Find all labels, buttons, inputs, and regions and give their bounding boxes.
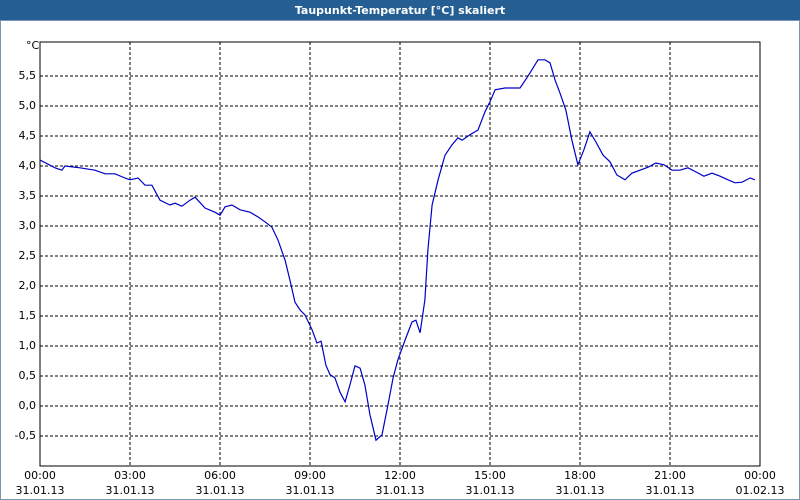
y-tick-label: 1,0 [19,339,37,352]
plot-border [39,41,761,467]
x-tick-date: 31.01.13 [466,484,515,497]
x-tick-date: 31.01.13 [106,484,155,497]
chart-title: Taupunkt-Temperatur [°C] skaliert [295,4,505,17]
x-tick-date: 31.01.13 [376,484,425,497]
y-tick-label: 0,0 [19,399,37,412]
y-tick-label: 5,0 [19,99,37,112]
y-unit: °C [26,39,40,52]
x-tick-date: 31.01.13 [556,484,605,497]
x-tick-date: 31.01.13 [16,484,65,497]
y-tick-label: 1,5 [19,309,37,322]
x-tick-date: 31.01.13 [196,484,245,497]
x-tick-label: 00:00 [24,469,56,482]
data-line [39,59,756,442]
x-tick-label: 21:00 [654,469,686,482]
x-tick-label: 09:00 [294,469,326,482]
x-tick-date: 01.02.13 [736,484,785,497]
y-tick-label: 5,5 [19,69,37,82]
x-tick-label: 03:00 [114,469,146,482]
x-tick-label: 00:00 [744,469,776,482]
x-tick-label: 15:00 [474,469,506,482]
title-bar [0,0,800,20]
x-tick-label: 18:00 [564,469,596,482]
x-tick-label: 06:00 [204,469,236,482]
x-tick-date: 31.01.13 [646,484,695,497]
x-tick-label: 12:00 [384,469,416,482]
y-tick-label: 4,0 [19,159,37,172]
x-tick-date: 31.01.13 [286,484,335,497]
y-tick-label: 2,5 [19,249,37,262]
y-tick-label: 3,5 [19,189,37,202]
y-tick-label: 4,5 [19,129,37,142]
y-tick-label: 3,0 [19,219,37,232]
y-tick-label: 2,0 [19,279,37,292]
y-tick-label: -0,5 [15,429,36,442]
y-tick-label: 0,5 [19,369,37,382]
